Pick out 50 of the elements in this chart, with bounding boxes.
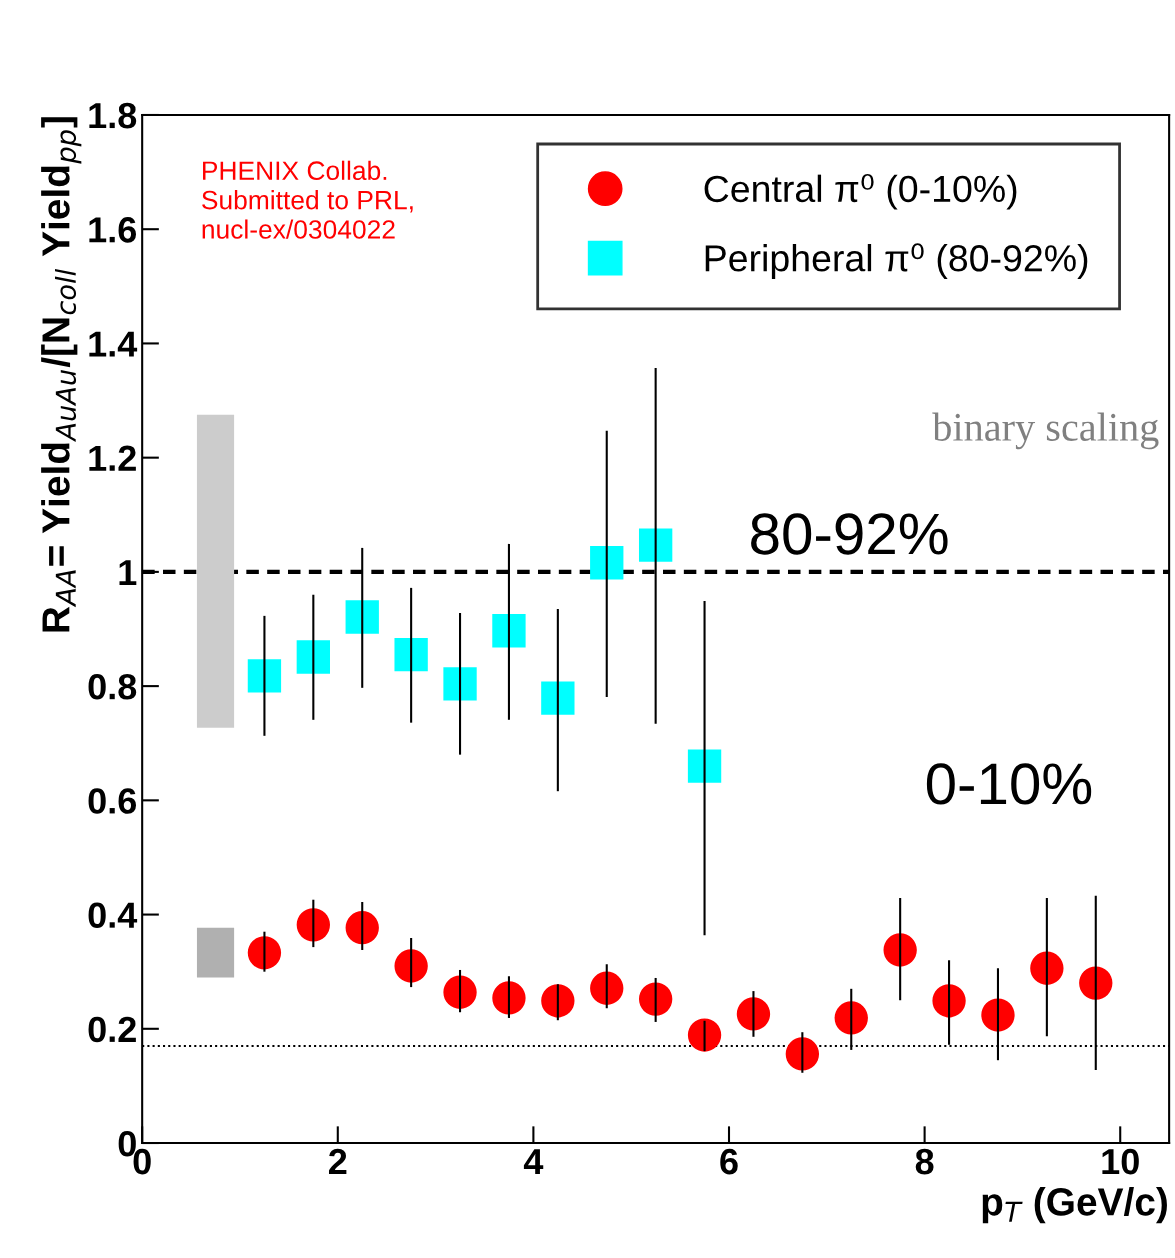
point (932, 984, 966, 1018)
annotation: 0-10% (926, 763, 1092, 805)
annotation: PHENIX Collab. Submitted to PRL, nucl-ex/0304022 (202, 160, 413, 239)
point (296, 908, 330, 942)
point (981, 998, 1015, 1032)
y-tick-label: 0.4 (88, 902, 138, 929)
legend-label: Central π⁰ (0-10%) (704, 173, 1017, 210)
x-tick-label: 8 (915, 1148, 934, 1175)
point (247, 936, 282, 970)
point (1079, 966, 1113, 1000)
point (443, 975, 477, 1009)
point (736, 997, 771, 1031)
point (687, 749, 722, 783)
point (590, 971, 624, 1005)
y-tick-label: 0.6 (88, 788, 137, 814)
point (590, 546, 624, 580)
point (394, 638, 428, 672)
x-axis-title: p$_{T}$ (GeV/c) (982, 1187, 1167, 1224)
text: R$_{AA}$= Yield$_{AuAu}$/[N$_{coll}$ Yield$_{pp}$] (41, 117, 82, 632)
point (541, 984, 575, 1018)
point (296, 640, 330, 674)
point (492, 614, 526, 648)
point (541, 681, 575, 715)
point (638, 982, 673, 1016)
point (687, 1018, 722, 1052)
point (1030, 951, 1064, 985)
x-tick-label: 10 (1102, 1148, 1139, 1175)
point (247, 659, 282, 693)
annotation: binary scaling (932, 412, 1159, 450)
legend-label: Peripheral π⁰ (80-92%) (705, 243, 1088, 279)
point (345, 911, 379, 945)
point (638, 528, 673, 562)
y-tick-label: 0.2 (88, 1016, 136, 1043)
point (492, 981, 526, 1015)
point (345, 600, 379, 634)
y-tick-label: 1 (119, 560, 137, 585)
y-tick-label: 1.6 (89, 217, 137, 243)
x-tick-label: 4 (523, 1149, 544, 1175)
point (834, 1001, 868, 1035)
y-tick-label: 1.8 (89, 102, 137, 129)
point (394, 949, 428, 983)
annotation: 80-92% (751, 513, 948, 555)
point (443, 667, 477, 701)
x-tick-label: 6 (720, 1148, 738, 1175)
y-tick-label: 0.8 (88, 673, 137, 700)
x-tick-label: 2 (329, 1148, 347, 1175)
y-tick-label: 1.4 (89, 331, 138, 357)
point (883, 933, 917, 967)
y-tick-label: 1.2 (89, 445, 136, 471)
point (785, 1037, 820, 1071)
